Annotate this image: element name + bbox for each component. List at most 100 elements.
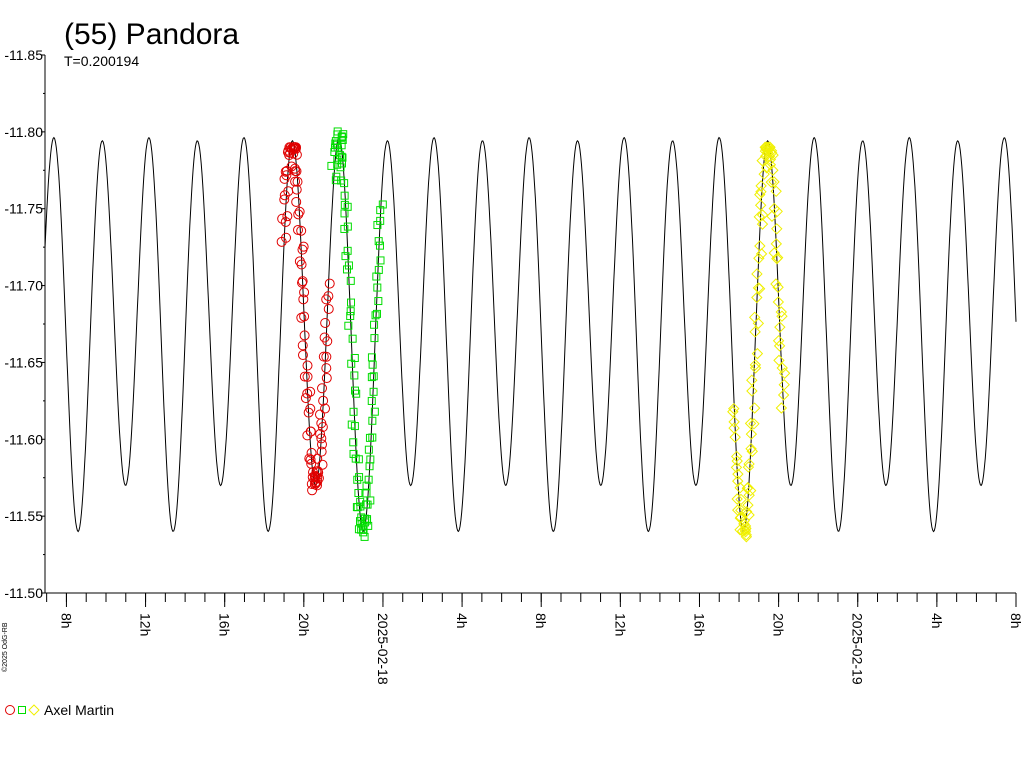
data-point-circle bbox=[321, 351, 332, 362]
data-point-square bbox=[364, 445, 373, 454]
data-point-diamond bbox=[731, 450, 743, 463]
data-point-square bbox=[353, 503, 362, 512]
data-point-circle bbox=[307, 485, 318, 496]
data-point-diamond bbox=[776, 310, 788, 322]
data-point-diamond bbox=[774, 321, 786, 333]
data-point-diamond bbox=[770, 238, 783, 250]
data-point-circle bbox=[276, 236, 287, 247]
data-point-square bbox=[368, 433, 377, 442]
data-point-circle bbox=[305, 426, 316, 437]
data-point-circle bbox=[302, 388, 313, 399]
observations bbox=[276, 127, 791, 543]
data-point-circle bbox=[280, 166, 291, 177]
data-point-circle bbox=[297, 350, 308, 361]
data-point-square bbox=[338, 135, 347, 144]
data-point-circle bbox=[296, 259, 307, 270]
data-point-diamond bbox=[756, 218, 769, 230]
data-point-square bbox=[337, 176, 346, 185]
data-point-circle bbox=[297, 340, 308, 351]
data-point-square bbox=[346, 307, 355, 316]
data-point-circle bbox=[291, 196, 302, 207]
data-point-square bbox=[337, 159, 346, 168]
data-point-square bbox=[374, 237, 383, 246]
data-point-diamond bbox=[767, 149, 779, 161]
data-point-circle bbox=[305, 454, 316, 465]
data-point-square bbox=[376, 216, 385, 225]
data-point-square bbox=[355, 473, 364, 482]
data-point-square bbox=[369, 372, 378, 381]
data-point-diamond bbox=[745, 442, 757, 455]
data-point-circle bbox=[289, 163, 300, 174]
data-point-diamond bbox=[751, 268, 763, 280]
legend-markers bbox=[5, 704, 40, 716]
data-point-square bbox=[338, 153, 347, 162]
data-point-diamond bbox=[765, 147, 778, 159]
data-point-circle bbox=[304, 453, 315, 464]
data-point-square bbox=[372, 272, 381, 281]
data-point-square bbox=[367, 373, 376, 382]
data-point-square bbox=[370, 334, 379, 343]
y-tick-label: -11.65 bbox=[4, 354, 43, 370]
data-point-square bbox=[349, 438, 358, 447]
data-point-circle bbox=[323, 303, 334, 314]
data-point-circle bbox=[302, 360, 313, 371]
data-point-circle bbox=[277, 213, 288, 224]
data-point-diamond bbox=[743, 458, 755, 470]
data-point-square bbox=[370, 407, 379, 416]
data-point-diamond bbox=[770, 278, 782, 290]
data-point-square bbox=[374, 265, 383, 274]
x-tick-label: 8h bbox=[1008, 613, 1024, 629]
x-tick-label: 2025-02-19 bbox=[850, 613, 866, 685]
data-point-circle bbox=[321, 373, 332, 384]
data-point-circle bbox=[318, 395, 329, 406]
data-point-diamond bbox=[727, 406, 739, 418]
y-tick-label: -11.60 bbox=[4, 431, 43, 447]
data-point-square bbox=[333, 127, 342, 136]
data-point-diamond bbox=[746, 385, 758, 397]
data-point-circle bbox=[291, 184, 302, 195]
data-point-diamond bbox=[777, 389, 790, 401]
data-point-circle bbox=[316, 433, 327, 444]
data-point-diamond bbox=[775, 306, 788, 318]
x-tick-label: 12h bbox=[612, 613, 628, 636]
data-point-square bbox=[360, 532, 369, 541]
data-point-diamond bbox=[766, 210, 778, 222]
data-point-diamond bbox=[746, 374, 758, 386]
data-point-diamond bbox=[768, 247, 780, 259]
data-point-circle bbox=[299, 311, 310, 322]
data-point-square bbox=[366, 455, 375, 464]
data-point-circle bbox=[290, 143, 301, 154]
data-point-square bbox=[340, 191, 349, 200]
data-point-circle bbox=[299, 330, 310, 341]
data-point-diamond bbox=[772, 335, 785, 347]
data-point-square bbox=[336, 151, 345, 160]
data-point-square bbox=[367, 396, 376, 405]
y-tick-label: -11.50 bbox=[4, 585, 43, 601]
data-point-square bbox=[376, 206, 385, 215]
data-point-circle bbox=[302, 371, 313, 382]
x-tick-label: 16h bbox=[217, 613, 233, 636]
data-point-square bbox=[346, 311, 355, 320]
data-point-circle bbox=[324, 278, 335, 289]
data-point-circle bbox=[299, 287, 310, 298]
data-point-square bbox=[340, 209, 349, 218]
data-point-diamond bbox=[759, 141, 771, 153]
data-point-diamond bbox=[751, 291, 763, 304]
data-point-circle bbox=[303, 407, 314, 418]
data-point-diamond bbox=[776, 362, 788, 374]
data-point-square bbox=[376, 256, 385, 265]
data-point-square bbox=[351, 386, 360, 395]
data-point-square bbox=[372, 309, 381, 318]
data-point-square bbox=[367, 353, 376, 362]
data-point-circle bbox=[299, 371, 310, 382]
x-tick-label: 20h bbox=[771, 613, 787, 636]
legend-label: Axel Martin bbox=[44, 702, 114, 718]
data-point-circle bbox=[315, 429, 326, 440]
axes: -11.85 -11.80 -11.75 -11.70 -11.65 -11.60 -11.… bbox=[4, 47, 1024, 685]
data-point-circle bbox=[302, 430, 313, 441]
y-tick-label: -11.70 bbox=[4, 278, 43, 294]
data-point-diamond bbox=[728, 402, 740, 415]
data-point-square bbox=[347, 359, 356, 368]
data-point-square bbox=[368, 416, 377, 425]
